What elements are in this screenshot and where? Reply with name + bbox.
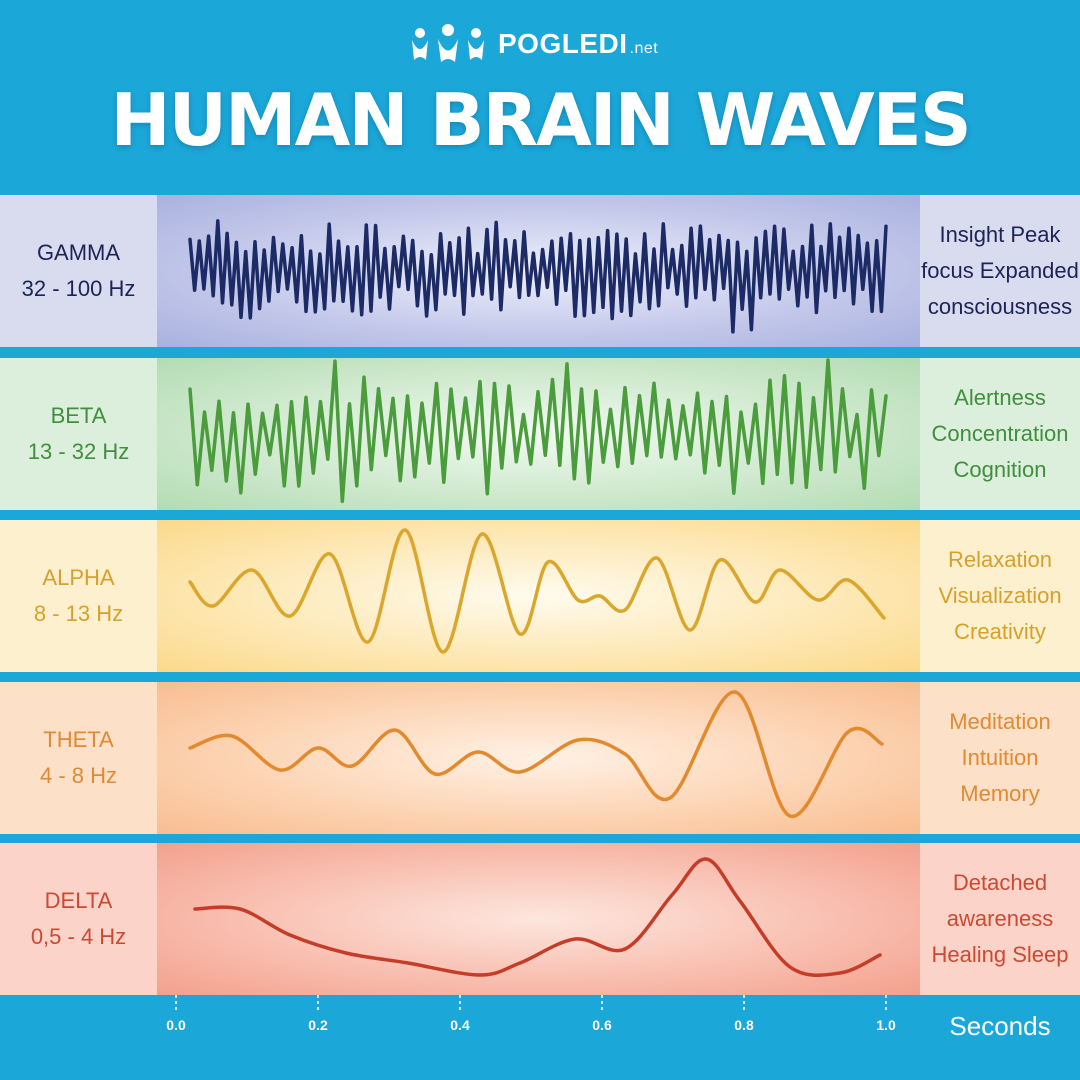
band-effects: Alertness Concentration Cognition: [920, 358, 1080, 510]
effect-line: Alertness: [954, 385, 1046, 410]
effect-line: awareness: [946, 906, 1054, 931]
people-group-icon: [412, 24, 484, 62]
band-range: 32 - 100 Hz: [21, 276, 136, 301]
axis-unit-label: Seconds: [949, 1011, 1051, 1041]
tick-label: 1.0: [876, 1017, 896, 1033]
band-name: BETA: [50, 403, 107, 428]
logo-tld: .net: [629, 40, 659, 57]
band-label: DELTA 0,5 - 4 Hz: [0, 843, 157, 995]
effect-line: Memory: [960, 781, 1040, 806]
band-theta: THETA 4 - 8 Hz Meditation Intuition Memo…: [0, 682, 1080, 834]
header: POGLEDI .net HUMAN BRAIN WAVES: [0, 0, 1080, 192]
effect-line: Meditation: [949, 709, 1051, 734]
band-label: BETA 13 - 32 Hz: [0, 358, 157, 510]
band-range: 4 - 8 Hz: [39, 763, 118, 788]
tick-label: 0.6: [592, 1017, 612, 1033]
band-gamma: GAMMA 32 - 100 Hz Insight Peak focus Exp…: [0, 195, 1080, 347]
alpha-wave: [188, 528, 886, 654]
band-effects: Meditation Intuition Memory: [920, 682, 1080, 834]
band-beta: BETA 13 - 32 Hz Alertness Concentration …: [0, 358, 1080, 510]
effect-line: Visualization: [938, 583, 1062, 608]
band-range: 13 - 32 Hz: [27, 439, 130, 464]
tick-label: 0.8: [734, 1017, 754, 1033]
band-name: THETA: [43, 727, 114, 752]
logo-text: POGLEDI .net: [498, 28, 659, 59]
effect-line: Cognition: [953, 457, 1047, 482]
page-title: HUMAN BRAIN WAVES: [110, 78, 971, 162]
theta-wave: [188, 690, 884, 818]
wave-panel: [157, 682, 920, 834]
effect-line: Intuition: [961, 745, 1039, 770]
effect-line: Detached: [952, 870, 1048, 895]
logo: POGLEDI .net: [408, 22, 658, 66]
time-axis: 0.0 0.2 0.4 0.6 0.8 1.0 Seconds: [0, 995, 1080, 1080]
band-effects: Insight Peak focus Expanded consciousnes…: [920, 195, 1080, 347]
effect-line: focus Expanded: [921, 258, 1079, 283]
effect-line: Healing Sleep: [931, 942, 1069, 967]
tick-label: 0.0: [166, 1017, 186, 1033]
delta-wave: [193, 857, 882, 977]
wave-panel: [157, 520, 920, 672]
band-delta: DELTA 0,5 - 4 Hz Detached awareness Heal…: [0, 843, 1080, 995]
effect-line: Relaxation: [948, 547, 1052, 572]
band-name: DELTA: [44, 888, 113, 913]
beta-wave: [188, 358, 888, 504]
gamma-wave: [188, 219, 888, 334]
tick-label: 0.2: [308, 1017, 328, 1033]
band-name: GAMMA: [36, 240, 121, 265]
tick-label: 0.4: [450, 1017, 470, 1033]
effect-line: Insight Peak: [939, 222, 1061, 247]
effect-line: consciousness: [927, 294, 1073, 319]
band-effects: Detached awareness Healing Sleep: [920, 843, 1080, 995]
band-alpha: ALPHA 8 - 13 Hz Relaxation Visualization…: [0, 520, 1080, 672]
band-label: GAMMA 32 - 100 Hz: [0, 195, 157, 347]
axis-ticks: [175, 995, 887, 1011]
band-label: ALPHA 8 - 13 Hz: [0, 520, 157, 672]
effect-line: Creativity: [954, 619, 1046, 644]
band-name: ALPHA: [42, 565, 115, 590]
band-label: THETA 4 - 8 Hz: [0, 682, 157, 834]
effect-line: Concentration: [931, 421, 1069, 446]
band-range: 8 - 13 Hz: [33, 601, 124, 626]
band-effects: Relaxation Visualization Creativity: [920, 520, 1080, 672]
band-range: 0,5 - 4 Hz: [30, 924, 127, 949]
